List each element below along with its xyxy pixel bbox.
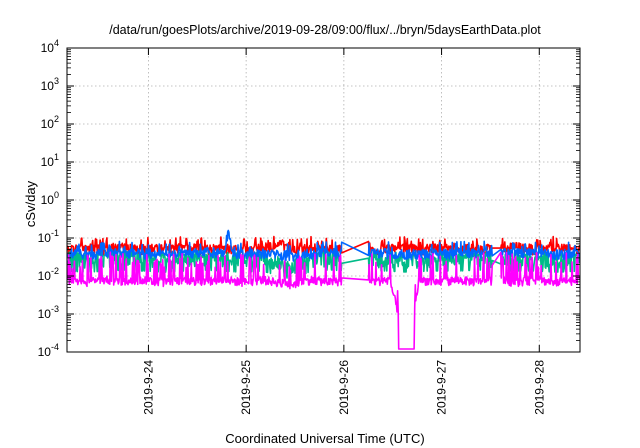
y-tick-label: 104: [41, 38, 59, 55]
x-tick-label: 2019-9-28: [532, 360, 546, 415]
y-axis: 10-4 10-3 10-2 10-1 100 101 102 103 104: [38, 38, 59, 359]
y-tick-label: 103: [41, 76, 59, 93]
plot-frame: [66, 47, 581, 353]
y-tick-label: 10-3: [38, 304, 59, 321]
y-tick-label: 10-2: [38, 266, 59, 283]
y-axis-label: cSv/day: [23, 180, 38, 227]
y-tick-label: 10-4: [38, 342, 59, 359]
x-tick-label: 2019-9-27: [435, 360, 449, 415]
y-tick-label: 10-1: [38, 228, 59, 245]
grid: [67, 48, 580, 352]
chart-title: /data/run/goesPlots/archive/2019-09-28/0…: [109, 23, 541, 37]
x-tick-label: 2019-9-26: [337, 360, 351, 415]
x-tick-label: 2019-9-24: [141, 360, 155, 415]
y-tick-label: 100: [41, 190, 59, 207]
y-tick-label: 102: [41, 114, 59, 131]
series-line: [67, 251, 580, 350]
y-tick-label: 101: [41, 152, 59, 169]
x-axis-label: Coordinated Universal Time (UTC): [225, 431, 424, 446]
x-axis: 2019-9-24 2019-9-25 2019-9-26 2019-9-27 2019…: [141, 360, 546, 415]
series-layer: [67, 229, 580, 350]
plot-border: [66, 47, 581, 353]
x-tick-label: 2019-9-25: [239, 360, 253, 415]
